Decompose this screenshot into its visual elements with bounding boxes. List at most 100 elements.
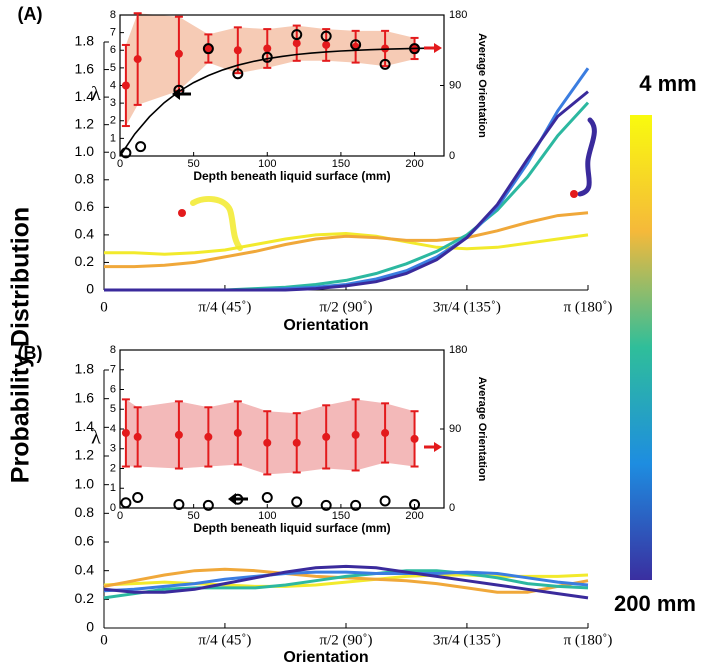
arrow-head bbox=[434, 442, 442, 452]
y-tick-label: 1.8 bbox=[75, 33, 95, 49]
orientation-point bbox=[320, 30, 332, 42]
lambda-point bbox=[133, 432, 142, 441]
y-tick-label: 6 bbox=[110, 383, 116, 395]
orientation-point bbox=[135, 141, 147, 153]
lambda-point bbox=[233, 46, 242, 55]
x-tick-label: π/4 (45˚) bbox=[198, 632, 251, 648]
y-tick-label: 0.2 bbox=[75, 590, 95, 606]
lambda-point bbox=[121, 428, 130, 437]
lambda-point bbox=[381, 428, 390, 437]
bead bbox=[570, 190, 578, 198]
x-tick-label: 50 bbox=[188, 510, 200, 522]
orientation-point bbox=[202, 499, 214, 511]
orientation-point bbox=[379, 495, 391, 507]
x-tick-label: 200 bbox=[405, 158, 423, 170]
y-tick-label: 2 bbox=[110, 115, 116, 127]
lambda-point bbox=[233, 428, 242, 437]
y-tick-label: 1 bbox=[110, 482, 116, 494]
lambda-point bbox=[322, 40, 331, 49]
colorbar bbox=[630, 115, 652, 580]
y-axis-label: Probability Distribution bbox=[7, 207, 35, 483]
fit-curve bbox=[119, 47, 430, 157]
curve bbox=[104, 211, 589, 269]
lambda-point bbox=[292, 39, 301, 48]
x-tick-label: 150 bbox=[332, 510, 350, 522]
x-tick-label: π (180˚) bbox=[564, 632, 613, 648]
lambda-point bbox=[351, 430, 360, 439]
colorbar-label: 200 mm bbox=[614, 591, 696, 616]
y-tick-label: 4 bbox=[110, 79, 116, 91]
curve bbox=[103, 564, 589, 600]
orientation-point bbox=[173, 498, 185, 510]
y-tick-label: 0.4 bbox=[75, 226, 95, 242]
arrow-head bbox=[434, 43, 442, 53]
y-tick-label: 0.2 bbox=[75, 253, 95, 269]
orientation-point bbox=[379, 58, 391, 70]
y-tick-label: 0.8 bbox=[75, 504, 95, 520]
lambda-point bbox=[263, 44, 272, 53]
y-tick-label: 1.2 bbox=[75, 447, 95, 463]
orientation-point bbox=[291, 496, 303, 508]
x-tick-label: 50 bbox=[188, 158, 200, 170]
y2-tick-label: 0 bbox=[449, 150, 455, 162]
orientation-point bbox=[202, 43, 214, 55]
panel-label: (B) bbox=[18, 343, 43, 363]
bead bbox=[178, 209, 186, 217]
y2-tick-label: 180 bbox=[449, 9, 467, 21]
orientation-point bbox=[261, 491, 273, 503]
curve bbox=[103, 569, 589, 600]
orientation-point bbox=[291, 29, 303, 41]
y-axis-label: λ bbox=[91, 427, 101, 449]
y-tick-label: 0 bbox=[86, 619, 94, 635]
y-tick-label: 3 bbox=[110, 443, 116, 455]
x-tick-label: 3π/4 (135˚) bbox=[433, 299, 501, 315]
x-tick-label: 200 bbox=[405, 510, 423, 522]
y-tick-label: 5 bbox=[110, 403, 116, 415]
curve bbox=[103, 570, 589, 593]
y2-tick-label: 0 bbox=[449, 502, 455, 514]
lambda-point bbox=[410, 434, 419, 443]
y-tick-label: 0.6 bbox=[75, 533, 95, 549]
filament bbox=[190, 195, 243, 251]
y-tick-label: 4 bbox=[110, 423, 116, 435]
lambda-point bbox=[263, 438, 272, 447]
y-tick-label: 1.4 bbox=[75, 88, 95, 104]
colorbar-label: 4 mm bbox=[639, 71, 696, 96]
x-tick-label: 0 bbox=[117, 510, 123, 522]
orientation-point bbox=[350, 39, 362, 51]
orientation-point bbox=[320, 499, 332, 511]
y-tick-label: 8 bbox=[110, 9, 116, 21]
y-tick-label: 0.4 bbox=[75, 561, 95, 577]
x-tick-label: π/2 (90˚) bbox=[320, 299, 373, 315]
lambda-point bbox=[133, 55, 142, 64]
y-tick-label: 1.0 bbox=[75, 143, 95, 159]
y2-axis-label: Average Orientation bbox=[476, 377, 488, 482]
x-axis-label: Orientation bbox=[283, 649, 368, 666]
y-tick-label: 1.6 bbox=[75, 60, 95, 76]
y-tick-label: 0.8 bbox=[75, 170, 95, 186]
y-tick-label: 1.2 bbox=[75, 115, 95, 131]
panel-label: (A) bbox=[18, 4, 43, 24]
orientation-point bbox=[350, 499, 362, 511]
x-tick-label: π/4 (45˚) bbox=[198, 299, 251, 315]
y2-tick-label: 180 bbox=[449, 344, 467, 356]
lambda-point bbox=[174, 49, 183, 58]
curve bbox=[104, 90, 589, 292]
error-band bbox=[125, 399, 415, 475]
x-tick-label: 0 bbox=[117, 158, 123, 170]
filament bbox=[577, 117, 597, 197]
y-tick-label: 6 bbox=[110, 44, 116, 56]
x-tick-label: 100 bbox=[258, 158, 276, 170]
y-tick-label: 1.6 bbox=[75, 389, 95, 405]
y-tick-label: 7 bbox=[110, 27, 116, 39]
lambda-point bbox=[204, 44, 213, 53]
orientation-point bbox=[120, 497, 132, 509]
y-tick-label: 8 bbox=[110, 344, 116, 356]
x-tick-label: 3π/4 (135˚) bbox=[433, 632, 501, 648]
arrow-head bbox=[172, 88, 180, 100]
lambda-point bbox=[204, 432, 213, 441]
lambda-point bbox=[292, 438, 301, 447]
x-axis-label: Depth beneath liquid surface (mm) bbox=[193, 521, 390, 535]
y-tick-label: 5 bbox=[110, 62, 116, 74]
